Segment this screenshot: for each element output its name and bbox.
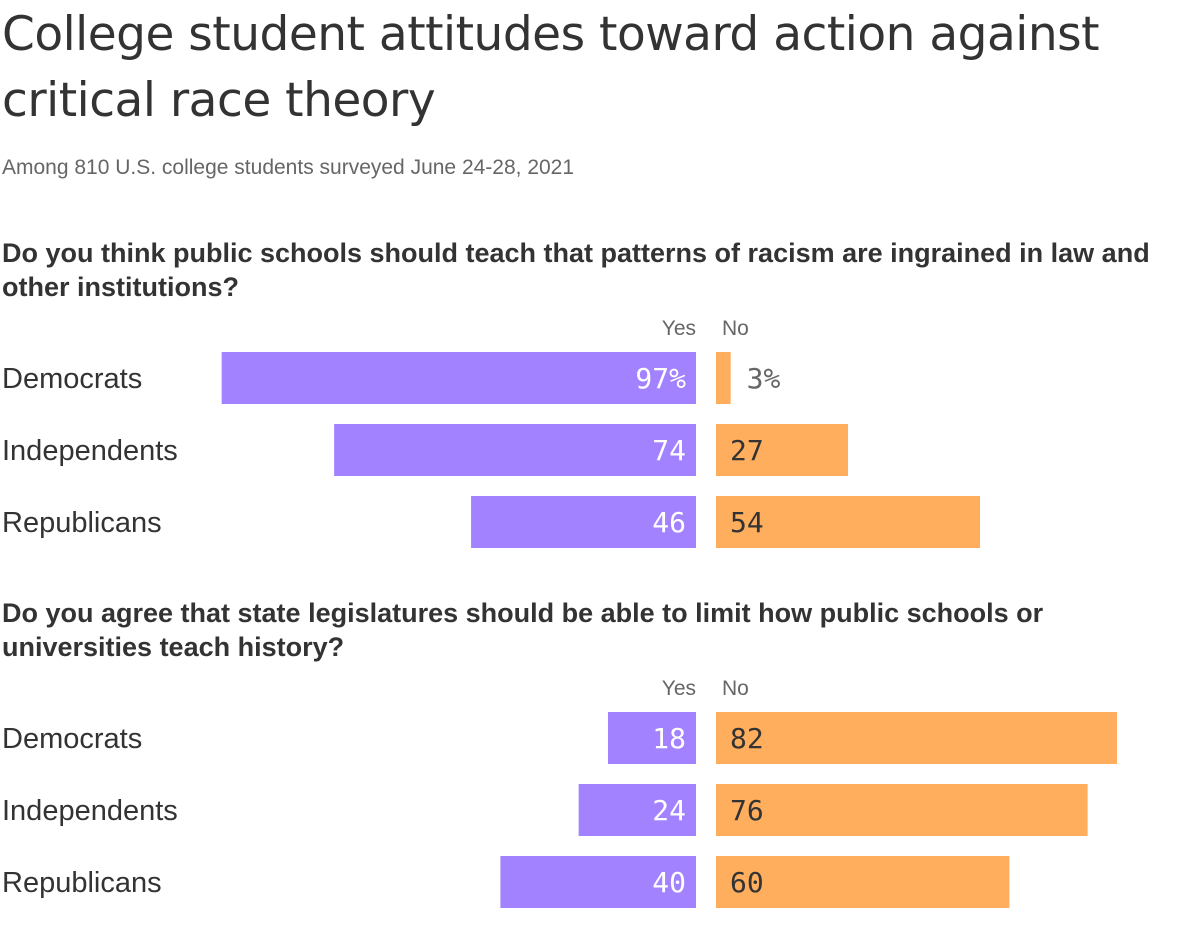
yes-value-label: 74	[652, 434, 686, 467]
category-label: Democrats	[2, 723, 142, 755]
yes-value-label: 97%	[635, 362, 686, 395]
question-title: Do you think public schools should teach…	[2, 238, 1150, 302]
no-value-label: 27	[730, 434, 764, 467]
yes-bar	[221, 352, 697, 404]
yes-bar	[471, 496, 696, 548]
no-bar	[716, 496, 981, 548]
chart-title: College student attitudes toward action …	[2, 7, 1100, 128]
no-value-label: 60	[730, 866, 764, 899]
no-header: No	[722, 677, 749, 700]
yes-value-label: 18	[652, 722, 686, 755]
no-bar	[716, 784, 1088, 836]
category-label: Independents	[2, 795, 178, 827]
no-value-label: 82	[730, 722, 764, 755]
no-bar	[716, 856, 1010, 908]
no-bar	[716, 424, 849, 476]
yes-bar	[607, 712, 696, 764]
yes-header: Yes	[662, 317, 696, 340]
no-bar	[716, 352, 731, 404]
yes-value-label: 46	[652, 506, 686, 539]
category-label: Republicans	[2, 507, 162, 539]
chart-subtitle: Among 810 U.S. college students surveyed…	[2, 156, 575, 179]
yes-value-label: 40	[652, 866, 686, 899]
no-value-label: 76	[730, 794, 764, 827]
yes-bar	[334, 424, 696, 476]
category-label: Independents	[2, 435, 178, 467]
no-value-label: 3%	[747, 362, 781, 395]
yes-header: Yes	[662, 677, 696, 700]
no-value-label: 54	[730, 506, 764, 539]
no-bar	[716, 712, 1117, 764]
category-label: Republicans	[2, 867, 162, 899]
yes-value-label: 24	[652, 794, 686, 827]
question-title: Do you agree that state legislatures sho…	[2, 598, 1044, 662]
yes-bar	[500, 856, 696, 908]
no-header: No	[722, 317, 749, 340]
yes-bar	[578, 784, 696, 836]
category-label: Democrats	[2, 363, 142, 395]
